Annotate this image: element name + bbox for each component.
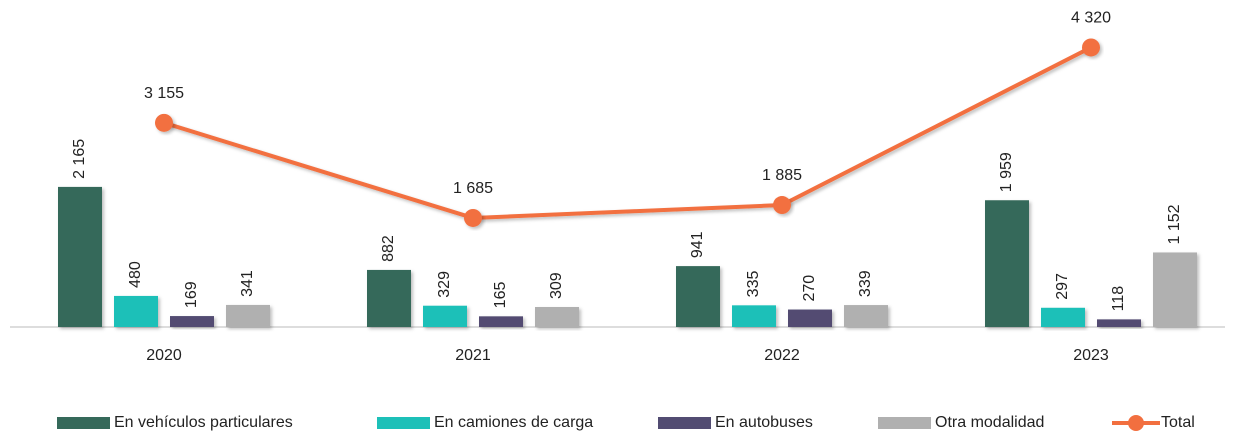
data-label: 1 152 [1166, 204, 1183, 244]
bar [676, 266, 720, 327]
data-label: 165 [492, 282, 509, 309]
line-marker [773, 196, 791, 215]
legend-label: En vehículos particulares [114, 414, 293, 431]
data-label: 480 [127, 261, 144, 288]
data-label: 118 [1110, 286, 1127, 312]
x-tick-label: 2021 [455, 347, 491, 364]
legend-swatch [878, 417, 931, 429]
data-label: 169 [183, 281, 200, 308]
legend-swatch [57, 417, 110, 429]
x-tick-label: 2022 [764, 347, 800, 364]
data-label: 1 885 [762, 167, 802, 184]
data-label: 2 165 [71, 139, 88, 179]
data-label: 339 [857, 270, 874, 297]
legend-label: Total [1161, 414, 1195, 431]
data-label: 941 [689, 231, 706, 258]
data-label: 882 [380, 235, 397, 262]
data-label: 341 [239, 270, 256, 297]
bar [170, 316, 214, 327]
legend-label: En camiones de carga [434, 414, 593, 431]
legend-label: Otra modalidad [935, 414, 1044, 431]
bar [479, 316, 523, 327]
data-label: 3 155 [144, 85, 184, 102]
data-label: 4 320 [1071, 10, 1111, 27]
bar [423, 305, 467, 327]
data-label: 270 [801, 275, 818, 302]
line-marker [155, 113, 173, 132]
bar [844, 305, 888, 327]
bar [535, 307, 579, 327]
bar [58, 186, 102, 327]
data-label: 329 [436, 271, 453, 298]
data-label: 1 685 [453, 180, 493, 197]
line-marker [1082, 38, 1100, 57]
x-tick-label: 2020 [146, 347, 182, 364]
x-tick-label: 2023 [1073, 347, 1109, 364]
legend-swatch [1128, 415, 1144, 431]
bar [985, 200, 1029, 327]
legend-swatch [377, 417, 430, 429]
line-marker [464, 208, 482, 227]
data-label: 309 [548, 272, 565, 299]
bar [226, 304, 270, 327]
data-label: 335 [745, 271, 762, 298]
bar [367, 269, 411, 327]
line [163, 45, 1092, 220]
bar [114, 295, 158, 327]
legend-label: En autobuses [715, 414, 813, 431]
bar [788, 309, 832, 327]
data-label: 297 [1054, 273, 1071, 300]
legend-swatch [658, 417, 711, 429]
bar [1041, 307, 1085, 327]
data-label: 1 959 [998, 152, 1015, 192]
bar [732, 305, 776, 327]
bar [1097, 319, 1141, 327]
bar [1153, 252, 1197, 327]
